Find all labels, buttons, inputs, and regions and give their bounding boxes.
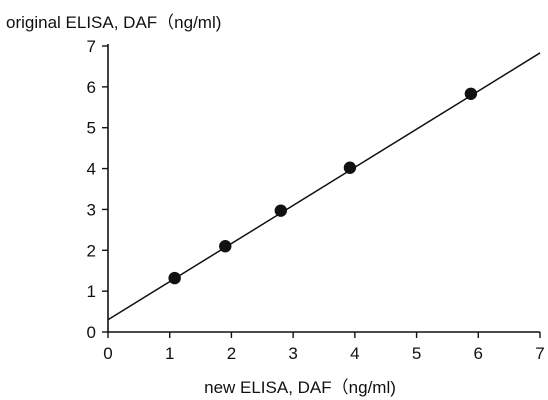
y-tick-label: 0 (87, 323, 96, 342)
y-tick-label: 1 (87, 282, 96, 301)
y-tick-label: 4 (87, 160, 96, 179)
y-axis-label: original ELISA, DAF（ng/ml) (6, 13, 222, 32)
y-tick-label: 5 (87, 119, 96, 138)
data-points (168, 87, 478, 285)
axes (107, 44, 540, 333)
x-tick-label: 4 (350, 344, 359, 363)
y-tick-label: 3 (87, 200, 96, 219)
tick-marks: 0 1 2 3 4 5 6 7 0 1 2 3 4 5 6 7 (87, 37, 545, 363)
x-tick-label: 7 (535, 344, 544, 363)
data-point (464, 87, 478, 101)
data-point (219, 240, 232, 253)
x-tick-label: 1 (165, 344, 174, 363)
y-tick-label: 6 (87, 78, 96, 97)
data-point (343, 161, 357, 174)
data-point (274, 204, 287, 217)
x-tick-label: 3 (288, 344, 297, 363)
x-tick-label: 5 (412, 344, 421, 363)
x-tick-label: 6 (474, 344, 483, 363)
y-tick-label: 7 (87, 37, 96, 56)
data-point (168, 271, 181, 285)
y-tick-label: 2 (87, 241, 96, 260)
x-tick-label: 2 (227, 344, 236, 363)
x-tick-label: 0 (103, 344, 112, 363)
x-axis-label: new ELISA, DAF（ng/ml) (204, 378, 396, 397)
